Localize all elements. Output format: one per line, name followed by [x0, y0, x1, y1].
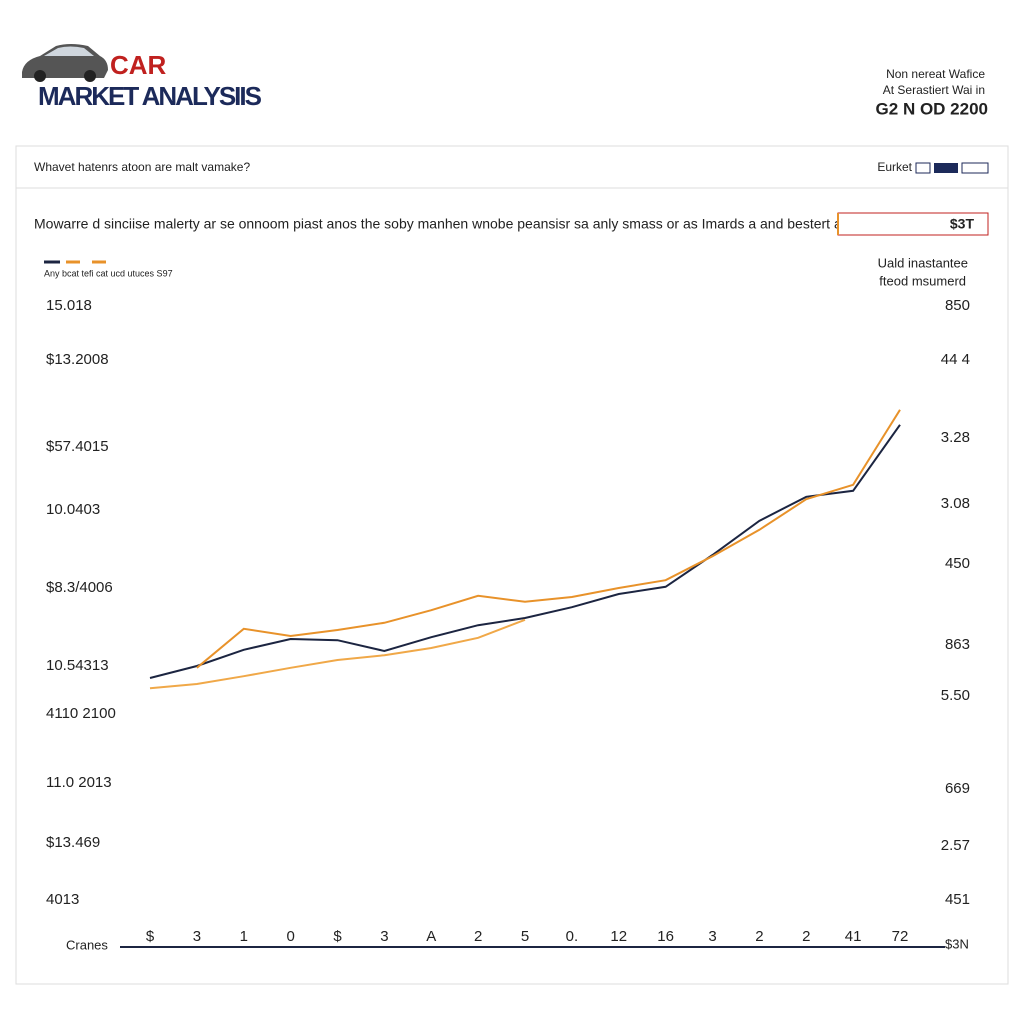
subtitle: Mowarre d sinciise malerty ar se onnoom … — [34, 216, 885, 232]
x-tick-label: A — [426, 928, 436, 945]
y-tick-label: $13.469 — [46, 834, 100, 851]
header-right: Eurket — [877, 160, 912, 174]
logo-top: CAR — [110, 50, 167, 80]
y2-tick-label: 2.57 — [941, 837, 970, 854]
logo-bottom: MARKET ANALYSIIS — [38, 81, 262, 111]
x-tick-label: 2 — [474, 928, 482, 945]
x-tick-label: 0. — [566, 928, 579, 945]
x-tick-label: $ — [146, 928, 155, 945]
y2-tick-label: 450 — [945, 555, 970, 572]
right-axis-label: Uald inastantee — [878, 255, 968, 270]
header-boxes — [915, 162, 989, 174]
y2-tick-label: 3.08 — [941, 495, 970, 512]
x-tick-label: 3 — [380, 928, 388, 945]
y2-tick-label: 3.28 — [941, 429, 970, 446]
series-line — [196, 409, 901, 669]
y2-tick-label: 5.50 — [941, 687, 970, 704]
x-tick-label: 16 — [657, 928, 674, 945]
x-tick-label: 5 — [521, 928, 529, 945]
x-tick-label: 0 — [286, 928, 294, 945]
y2-tick-label: 451 — [945, 891, 970, 908]
y2-tick-label: 44 4 — [941, 351, 970, 368]
x-tick-label: 72 — [892, 928, 909, 945]
y-tick-label: $57.4015 — [46, 438, 109, 455]
x-tick-label: 3 — [193, 928, 201, 945]
x-axis-right-label: $3N — [945, 936, 969, 951]
x-tick-label: 2 — [755, 928, 763, 945]
y-tick-label: 10.0403 — [46, 501, 100, 518]
x-axis-label: Cranes — [66, 937, 108, 952]
x-tick-label: 12 — [610, 928, 627, 945]
header-question: Whavet hatenrs atoon are malt vamake? — [34, 160, 250, 174]
y-tick-label: 15.018 — [46, 297, 92, 314]
right-axis-label: fteod msumerd — [879, 273, 966, 288]
y-tick-label: 10.54313 — [46, 657, 109, 674]
y2-tick-label: 669 — [945, 780, 970, 797]
panel — [15, 145, 1009, 985]
x-tick-label: 3 — [708, 928, 716, 945]
x-tick-label: $ — [333, 928, 342, 945]
y-tick-label: 4013 — [46, 891, 79, 908]
series-line — [149, 424, 901, 679]
badge: $3T — [950, 216, 975, 232]
y-tick-label: 11.0 2013 — [46, 774, 112, 791]
corner-line: At Serastiert Wai in — [883, 83, 985, 97]
y2-tick-label: 863 — [945, 636, 970, 653]
y-tick-label: 4110 2100 — [46, 705, 116, 722]
x-tick-label: 41 — [845, 928, 862, 945]
y-tick-label: $8.3/4006 — [46, 579, 113, 596]
x-tick-label: 2 — [802, 928, 810, 945]
y2-tick-label: 850 — [945, 297, 970, 314]
series-line — [149, 618, 526, 690]
x-tick-label: 1 — [240, 928, 248, 945]
corner-line: G2 N OD 2200 — [876, 99, 988, 118]
corner-line: Non nereat Wafice — [886, 67, 985, 81]
car-icon — [22, 44, 108, 82]
legend-text: Any bcat tefi cat ucd utuces S97 — [44, 268, 173, 278]
y-tick-label: $13.2008 — [46, 351, 109, 368]
